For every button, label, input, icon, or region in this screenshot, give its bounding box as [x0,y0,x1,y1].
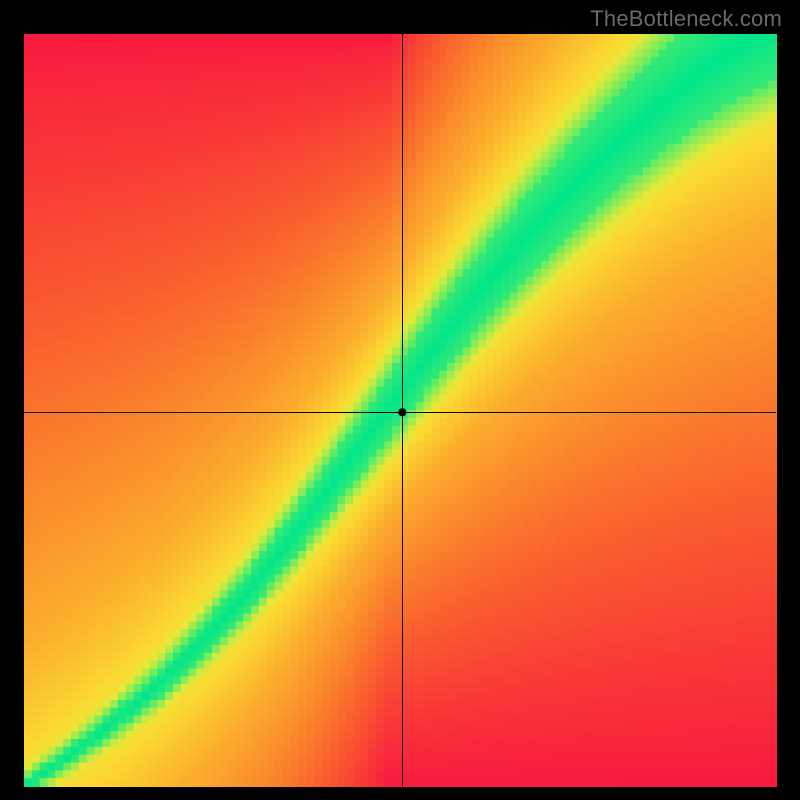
bottleneck-heatmap [0,0,800,800]
watermark-label: TheBottleneck.com [590,6,782,32]
